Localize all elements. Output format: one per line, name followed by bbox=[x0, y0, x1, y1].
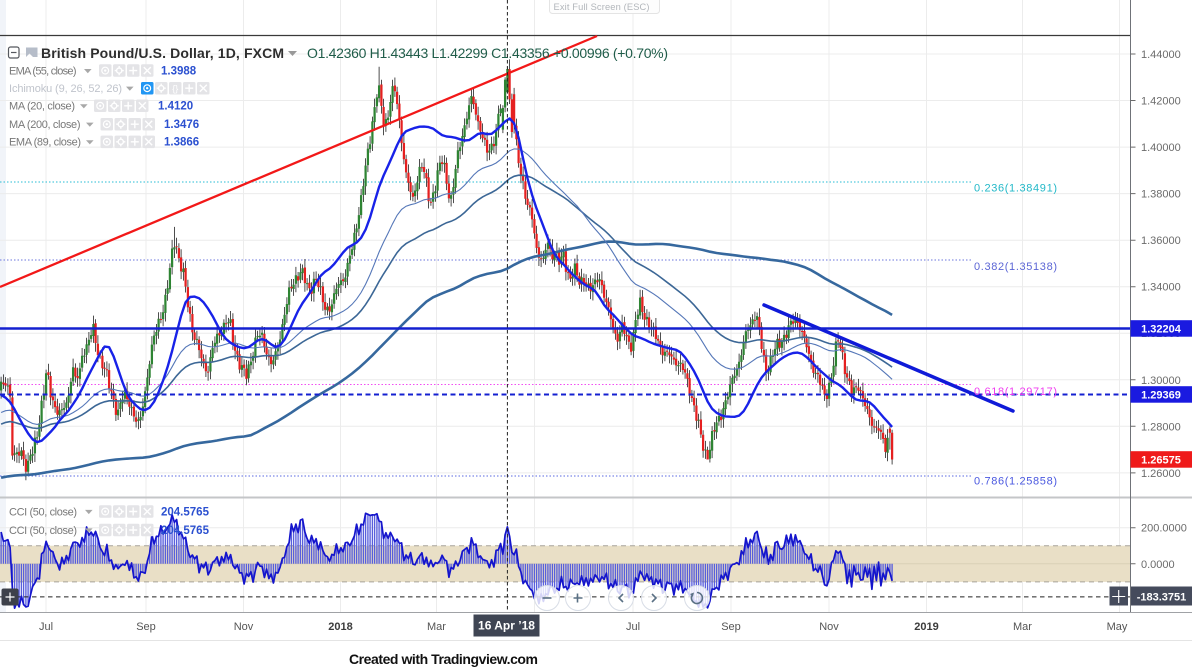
svg-text:1.3866: 1.3866 bbox=[164, 137, 199, 149]
svg-text:O1.42360 H1.43443 L1.42299: O1.42360 H1.43443 L1.42299 C1.43356 +0.0… bbox=[307, 45, 668, 61]
svg-text:EMA (55, close): EMA (55, close) bbox=[9, 65, 77, 77]
svg-text:0.382(1.35138): 0.382(1.35138) bbox=[974, 261, 1057, 273]
svg-text:1.34000: 1.34000 bbox=[1141, 282, 1181, 294]
svg-text:0.786(1.25858): 0.786(1.25858) bbox=[974, 476, 1057, 488]
svg-text:1.3476: 1.3476 bbox=[164, 119, 199, 131]
svg-text:CCI (50, close): CCI (50, close) bbox=[9, 506, 77, 518]
svg-text:1.40000: 1.40000 bbox=[1141, 142, 1181, 154]
svg-text:204.5765: 204.5765 bbox=[161, 525, 210, 537]
svg-text:1.44000: 1.44000 bbox=[1141, 49, 1181, 61]
svg-text:Exit Full Screen (ESC): Exit Full Screen (ESC) bbox=[554, 2, 650, 12]
svg-text:{}: {} bbox=[172, 83, 178, 93]
svg-text:1.36000: 1.36000 bbox=[1141, 235, 1181, 247]
svg-text:-183.3751: -183.3751 bbox=[1137, 592, 1187, 604]
svg-text:Jul: Jul bbox=[626, 621, 640, 633]
svg-text:Ichimoku (9, 26, 52, 26): Ichimoku (9, 26, 52, 26) bbox=[9, 83, 122, 95]
svg-text:1.26000: 1.26000 bbox=[1141, 468, 1181, 480]
svg-text:2018: 2018 bbox=[328, 621, 352, 633]
svg-text:204.5765: 204.5765 bbox=[161, 506, 210, 518]
svg-text:Nov: Nov bbox=[819, 621, 839, 633]
svg-text:Mar: Mar bbox=[427, 621, 446, 633]
svg-text:MA (200, close): MA (200, close) bbox=[9, 119, 81, 131]
svg-text:1.32204: 1.32204 bbox=[1141, 324, 1182, 336]
svg-text:EMA (89, close): EMA (89, close) bbox=[9, 137, 81, 149]
svg-text:May: May bbox=[1107, 621, 1128, 633]
svg-text:1.3988: 1.3988 bbox=[161, 65, 197, 77]
svg-text:2019: 2019 bbox=[914, 621, 938, 633]
svg-text:0.618(1.29717): 0.618(1.29717) bbox=[974, 386, 1057, 398]
svg-text:Jul: Jul bbox=[39, 621, 53, 633]
svg-text:1.4120: 1.4120 bbox=[158, 101, 193, 113]
svg-text:0.0000: 0.0000 bbox=[1141, 559, 1175, 571]
svg-text:1.38000: 1.38000 bbox=[1141, 189, 1181, 201]
svg-text:Mar: Mar bbox=[1013, 621, 1032, 633]
svg-text:0.236(1.38491): 0.236(1.38491) bbox=[974, 183, 1057, 195]
svg-text:1.26575: 1.26575 bbox=[1141, 455, 1181, 467]
svg-text:Nov: Nov bbox=[234, 621, 254, 633]
svg-text:British Pound/U.S. Dollar, 1D,: British Pound/U.S. Dollar, 1D, FXCM bbox=[41, 45, 284, 61]
svg-text:Sep: Sep bbox=[136, 621, 156, 633]
svg-text:1.42000: 1.42000 bbox=[1141, 96, 1181, 108]
svg-text:16 Apr ’18: 16 Apr ’18 bbox=[478, 619, 535, 633]
svg-text:1.29369: 1.29369 bbox=[1141, 390, 1181, 402]
svg-text:1.28000: 1.28000 bbox=[1141, 421, 1181, 433]
svg-text:Sep: Sep bbox=[721, 621, 741, 633]
svg-text:CCI (50, close): CCI (50, close) bbox=[9, 525, 77, 537]
svg-text:Created with Tradingview.com: Created with Tradingview.com bbox=[349, 651, 538, 667]
svg-text:MA (20, close): MA (20, close) bbox=[9, 101, 75, 113]
svg-text:200.0000: 200.0000 bbox=[1141, 523, 1187, 535]
svg-text:1.30000: 1.30000 bbox=[1141, 375, 1181, 387]
